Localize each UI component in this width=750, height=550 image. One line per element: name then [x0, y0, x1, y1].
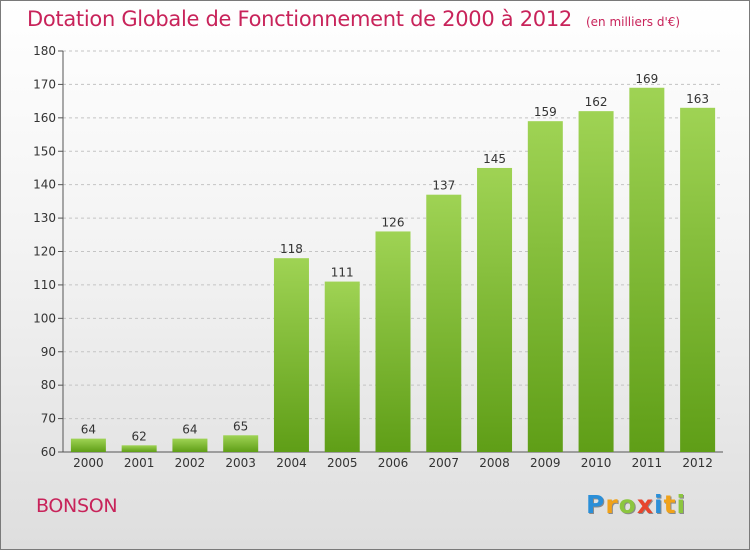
commune-name: BONSON: [36, 495, 118, 517]
chart-unit-label: (en milliers d'€): [585, 15, 681, 29]
chart-title: Dotation Globale de Fonctionnement de 20…: [27, 7, 680, 31]
y-tick-label: 180: [33, 44, 56, 58]
bar-value-label: 64: [182, 423, 197, 437]
bar: [578, 111, 614, 453]
y-tick-label: 130: [33, 211, 56, 225]
bar: [273, 258, 309, 452]
bar: [680, 107, 716, 452]
bar-value-label: 159: [534, 105, 557, 119]
chart-title-text: Dotation Globale de Fonctionnement de 20…: [27, 7, 572, 31]
x-tick-label: 2007: [428, 456, 459, 470]
bar: [527, 121, 563, 453]
x-tick-label: 2009: [530, 456, 561, 470]
y-tick-label: 80: [41, 378, 56, 392]
bar: [426, 194, 462, 453]
logo-letter: t: [663, 490, 677, 519]
bar: [172, 438, 208, 452]
x-tick-label: 2003: [225, 456, 256, 470]
bar-value-label: 162: [585, 95, 608, 109]
logo-letter: o: [618, 490, 637, 519]
bar-value-label: 62: [132, 429, 147, 443]
x-tick-label: 2000: [73, 456, 104, 470]
bar-value-label: 169: [635, 72, 658, 86]
bar: [223, 435, 259, 452]
logo-letter: x: [636, 490, 654, 519]
labels: 60 70 80 90 100 110 120 130 140 150 160 170 180 64 200…: [33, 44, 713, 470]
bar-value-label: 64: [81, 423, 96, 437]
bar-value-label: 65: [233, 419, 248, 433]
y-tick-label: 100: [33, 311, 56, 325]
proxiti-logo: Proxiti: [586, 490, 686, 519]
bar: [629, 87, 665, 452]
bars: [70, 87, 716, 453]
bar: [324, 281, 360, 452]
bar-value-label: 137: [432, 179, 455, 193]
x-tick-label: 2011: [632, 456, 663, 470]
logo-letter: r: [605, 490, 619, 519]
y-tick-label: 150: [33, 144, 56, 158]
x-tick-label: 2001: [124, 456, 155, 470]
bar: [70, 438, 106, 452]
x-tick-label: 2002: [175, 456, 206, 470]
x-tick-label: 2012: [682, 456, 713, 470]
y-tick-label: 170: [33, 77, 56, 91]
y-tick-label: 60: [41, 445, 56, 459]
logo-letter: i: [676, 490, 687, 519]
logo-letter: i: [654, 490, 664, 519]
x-tick-label: 2006: [378, 456, 409, 470]
logo-letter: P: [586, 490, 606, 519]
y-tick-label: 140: [33, 178, 56, 192]
y-tick-label: 90: [41, 345, 56, 359]
x-tick-label: 2005: [327, 456, 358, 470]
bar-value-label: 118: [280, 242, 303, 256]
bar: [121, 445, 157, 452]
y-tick-label: 110: [33, 278, 56, 292]
bar-value-label: 145: [483, 152, 506, 166]
bar-value-label: 163: [686, 92, 709, 106]
x-tick-label: 2010: [581, 456, 612, 470]
bar: [477, 167, 513, 453]
bar-value-label: 126: [382, 215, 405, 229]
x-tick-label: 2008: [479, 456, 510, 470]
y-tick-label: 120: [33, 245, 56, 259]
y-tick-label: 160: [33, 111, 56, 125]
bar: [375, 231, 411, 452]
y-tick-label: 70: [41, 412, 56, 426]
x-tick-label: 2004: [276, 456, 307, 470]
bar-value-label: 111: [331, 266, 354, 280]
